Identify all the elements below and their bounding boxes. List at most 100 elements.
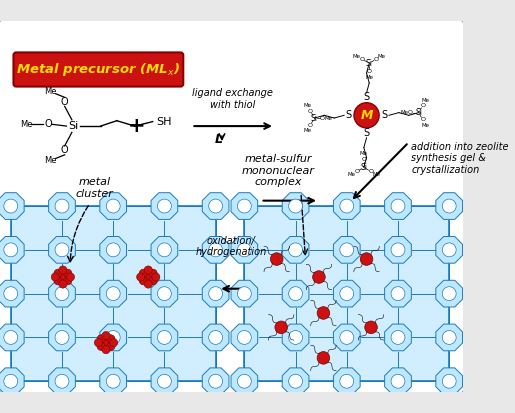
- Polygon shape: [0, 368, 24, 394]
- Text: Si: Si: [360, 163, 367, 172]
- Circle shape: [149, 269, 157, 278]
- Circle shape: [59, 273, 67, 281]
- Polygon shape: [100, 280, 127, 307]
- Circle shape: [288, 374, 302, 388]
- Polygon shape: [202, 237, 229, 263]
- Text: SH: SH: [157, 116, 172, 127]
- Circle shape: [149, 277, 157, 285]
- Circle shape: [209, 243, 222, 257]
- Polygon shape: [333, 237, 360, 263]
- Text: Metal precursor (ML$_x$): Metal precursor (ML$_x$): [16, 61, 180, 78]
- Circle shape: [158, 243, 171, 257]
- Polygon shape: [282, 193, 309, 219]
- Circle shape: [54, 277, 62, 285]
- Polygon shape: [333, 193, 360, 219]
- Bar: [11, 206, 216, 381]
- Polygon shape: [385, 237, 411, 263]
- Circle shape: [340, 287, 354, 301]
- Circle shape: [4, 374, 18, 388]
- Circle shape: [4, 199, 18, 213]
- Text: Me: Me: [422, 97, 430, 103]
- Polygon shape: [100, 368, 127, 394]
- Text: O: O: [374, 57, 379, 62]
- Circle shape: [106, 374, 120, 388]
- Circle shape: [317, 351, 330, 364]
- Polygon shape: [231, 324, 258, 351]
- Polygon shape: [436, 368, 462, 394]
- Text: O: O: [61, 145, 68, 155]
- Polygon shape: [282, 368, 309, 394]
- Polygon shape: [231, 280, 258, 307]
- Polygon shape: [151, 193, 178, 219]
- Circle shape: [391, 287, 405, 301]
- Text: O: O: [362, 157, 366, 162]
- Circle shape: [275, 321, 287, 334]
- Circle shape: [442, 199, 456, 213]
- Polygon shape: [48, 280, 75, 307]
- Polygon shape: [0, 324, 24, 351]
- Polygon shape: [0, 280, 24, 307]
- Circle shape: [317, 307, 330, 319]
- FancyBboxPatch shape: [13, 52, 183, 87]
- Circle shape: [354, 103, 379, 128]
- Circle shape: [64, 277, 72, 285]
- Text: Me: Me: [422, 123, 430, 128]
- Circle shape: [237, 287, 251, 301]
- Text: S: S: [364, 93, 370, 102]
- Polygon shape: [48, 368, 75, 394]
- Circle shape: [106, 199, 120, 213]
- Circle shape: [237, 374, 251, 388]
- Circle shape: [55, 287, 69, 301]
- Text: M: M: [360, 109, 373, 122]
- Polygon shape: [436, 324, 462, 351]
- Circle shape: [442, 374, 456, 388]
- Circle shape: [106, 330, 120, 344]
- Circle shape: [94, 339, 102, 347]
- Circle shape: [158, 287, 171, 301]
- Circle shape: [107, 342, 115, 351]
- Text: Si: Si: [366, 59, 373, 68]
- Circle shape: [391, 374, 405, 388]
- Text: Me: Me: [377, 54, 386, 59]
- Circle shape: [144, 273, 152, 281]
- Bar: [244, 206, 449, 381]
- Polygon shape: [151, 237, 178, 263]
- Circle shape: [152, 273, 160, 281]
- Circle shape: [340, 199, 354, 213]
- Circle shape: [66, 273, 75, 281]
- Circle shape: [442, 287, 456, 301]
- Text: Me: Me: [303, 103, 311, 108]
- Text: O: O: [408, 110, 413, 115]
- Polygon shape: [282, 237, 309, 263]
- Polygon shape: [100, 237, 127, 263]
- Circle shape: [158, 199, 171, 213]
- Circle shape: [59, 266, 67, 274]
- Circle shape: [106, 243, 120, 257]
- Circle shape: [158, 374, 171, 388]
- Polygon shape: [151, 368, 178, 394]
- Text: Si: Si: [415, 108, 422, 117]
- Text: Me: Me: [400, 110, 408, 115]
- Text: O: O: [420, 103, 425, 108]
- Polygon shape: [282, 280, 309, 307]
- Circle shape: [237, 243, 251, 257]
- Polygon shape: [333, 368, 360, 394]
- Circle shape: [340, 243, 354, 257]
- Polygon shape: [231, 237, 258, 263]
- Text: O: O: [308, 123, 313, 128]
- Polygon shape: [436, 280, 462, 307]
- Circle shape: [209, 287, 222, 301]
- Circle shape: [391, 243, 405, 257]
- Circle shape: [237, 199, 251, 213]
- Polygon shape: [436, 237, 462, 263]
- Circle shape: [270, 253, 283, 265]
- Text: Me: Me: [325, 116, 333, 121]
- FancyBboxPatch shape: [0, 19, 465, 394]
- Circle shape: [391, 199, 405, 213]
- Text: Me: Me: [365, 75, 373, 80]
- Text: O: O: [354, 169, 359, 174]
- Circle shape: [391, 330, 405, 344]
- Circle shape: [4, 243, 18, 257]
- Circle shape: [442, 243, 456, 257]
- Circle shape: [340, 374, 354, 388]
